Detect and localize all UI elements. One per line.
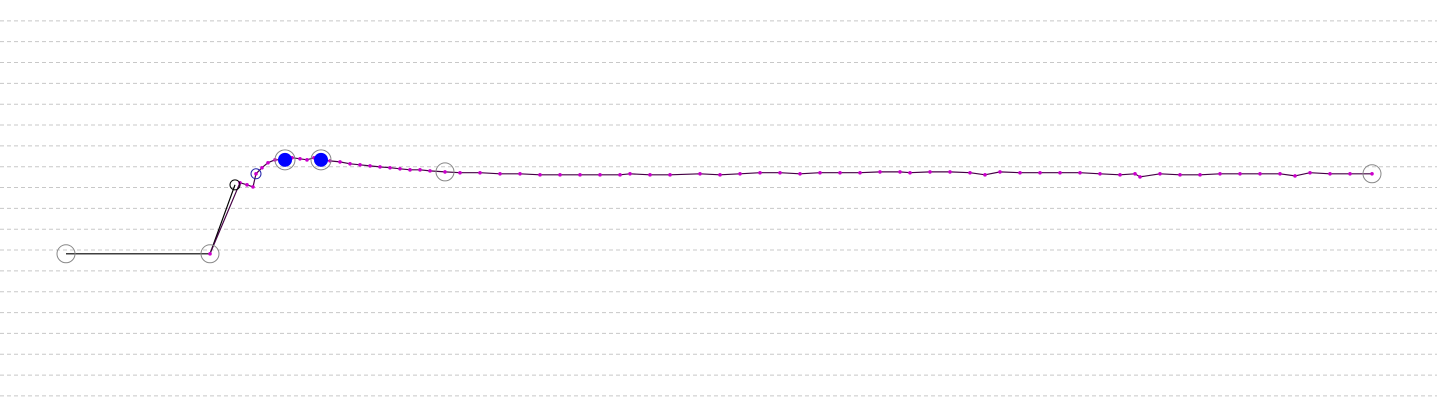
point-marker [251, 185, 255, 189]
point-marker [598, 173, 602, 177]
point-marker [388, 165, 392, 170]
point-marker [200, 244, 220, 264]
point-marker [1038, 170, 1042, 175]
point-marker [1078, 170, 1082, 175]
point-marker [443, 170, 447, 174]
point-marker [245, 183, 249, 187]
point-marker [878, 170, 882, 174]
point-marker [254, 171, 258, 176]
point-marker [908, 170, 912, 175]
point-marker [250, 168, 262, 180]
point-marker [1138, 175, 1142, 179]
point-marker [428, 169, 432, 173]
point-marker [310, 149, 332, 171]
point-marker [458, 170, 462, 175]
point-marker [1018, 170, 1022, 175]
point-marker [778, 170, 782, 175]
point-marker [338, 160, 342, 164]
point-marker [1198, 173, 1202, 177]
point-marker [668, 173, 672, 177]
point-marker [314, 152, 328, 167]
point-marker [274, 149, 296, 171]
point-marker [1118, 173, 1122, 177]
point-marker [358, 163, 362, 167]
point-marker [260, 165, 264, 170]
point-marker [1293, 174, 1297, 178]
point-marker [983, 173, 987, 177]
point-marker [1278, 171, 1282, 176]
point-marker [56, 244, 76, 264]
point-marker [1058, 170, 1062, 175]
point-marker [435, 162, 455, 182]
point-marker [1098, 171, 1102, 176]
point-marker [738, 171, 742, 176]
point-marker [1238, 171, 1242, 176]
point-marker [1218, 171, 1222, 176]
point-marker [1348, 171, 1352, 176]
point-marker [208, 252, 212, 256]
series-line [209, 157, 1372, 255]
point-marker [368, 164, 372, 168]
point-marker [348, 161, 352, 166]
point-marker [378, 165, 382, 169]
point-marker [478, 170, 482, 175]
point-marker [858, 170, 862, 175]
point-marker [1178, 173, 1182, 177]
point-marker [305, 158, 309, 162]
point-marker [718, 173, 722, 177]
point-marker [898, 170, 902, 174]
point-marker [818, 170, 822, 175]
point-marker [628, 171, 632, 176]
point-marker [968, 170, 972, 175]
point-marker [298, 156, 302, 161]
point-marker [1258, 171, 1262, 176]
point-marker [1328, 171, 1332, 176]
point-marker [1158, 171, 1162, 176]
point-marker [408, 168, 412, 172]
point-marker [518, 171, 522, 176]
point-marker [558, 173, 562, 177]
point-marker [928, 170, 932, 174]
point-marker [758, 170, 762, 175]
point-marker [266, 160, 270, 165]
point-marker [998, 170, 1002, 174]
point-marker [1133, 171, 1137, 176]
point-marker [1362, 164, 1382, 184]
point-marker [498, 171, 502, 176]
point-marker [278, 152, 292, 167]
point-marker [418, 168, 422, 172]
point-marker [398, 166, 402, 171]
point-marker [538, 173, 542, 177]
point-marker [648, 173, 652, 177]
point-marker [618, 173, 622, 177]
point-marker [1308, 170, 1312, 175]
point-marker [578, 173, 582, 177]
point-marker [838, 170, 842, 175]
point-marker [698, 171, 702, 176]
point-marker [1370, 171, 1374, 176]
series-line [66, 184, 236, 255]
point-marker [948, 170, 952, 174]
point-marker [229, 179, 241, 191]
point-marker [798, 171, 802, 176]
